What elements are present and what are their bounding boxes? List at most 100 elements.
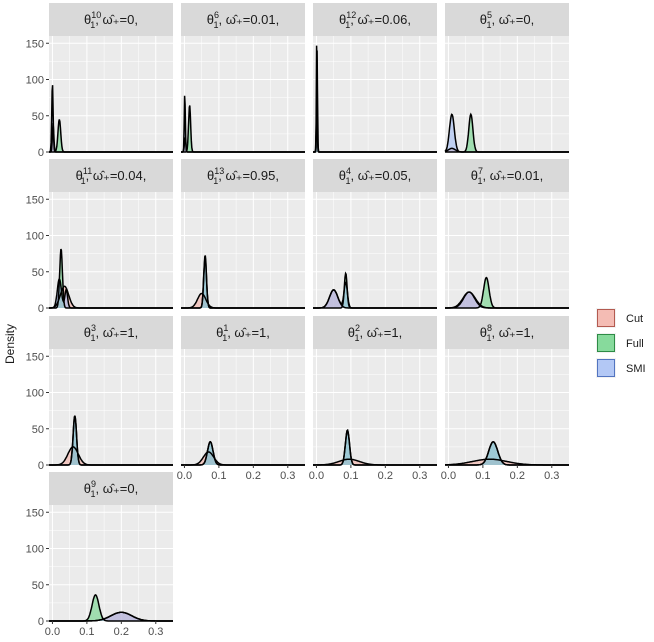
density-area-smi [181, 257, 305, 308]
facet-strip-label: θ10 1, ω̂₊=0, [84, 10, 138, 30]
facet-strip-label: θ1 1, ω̂₊=1, [216, 323, 270, 343]
panel-background [313, 349, 437, 465]
x-tick-label: 0.2 [246, 470, 261, 482]
facet-strip-label: θ7 1, ω̂₊=0.01, [471, 166, 544, 186]
facet-strip [181, 159, 305, 192]
legend-swatch-full [597, 334, 615, 352]
facet-strip [181, 316, 305, 349]
panel-background [445, 36, 569, 152]
facet-strip-label: θ8 1, ω̂₊=1, [480, 323, 534, 343]
panel-background [181, 349, 305, 465]
facet-strip [313, 3, 437, 36]
density-line-smi [445, 441, 569, 466]
gridlines [181, 36, 305, 153]
facet-strip [445, 159, 569, 192]
facet-panels: θ10 1, ω̂₊=0, 0 50 100 150 θ6 1, ω̂₊=0.01, θ12 1,… [26, 3, 569, 638]
y-tick-label: 50 [32, 580, 44, 592]
y-tick-label: 0 [38, 616, 44, 628]
density-line-smi [445, 291, 569, 309]
density-line-smi [181, 440, 305, 466]
legend-label-smi: SMI [626, 363, 646, 375]
legend: Cut Full SMI [596, 308, 646, 378]
y-tick-label: 0 [38, 303, 44, 315]
x-tick-label: 0.1 [211, 470, 226, 482]
density-line-smi [49, 415, 173, 466]
x-tick-label: 0.2 [378, 470, 393, 482]
x-tick-label: 0.2 [114, 626, 129, 638]
y-tick-label: 50 [32, 111, 44, 123]
facet-strip [313, 316, 437, 349]
panel-background [49, 349, 173, 465]
panel-background [445, 349, 569, 465]
density-line-smi [313, 429, 437, 466]
panel-background [313, 36, 437, 152]
density-area-smi [49, 279, 173, 308]
facet-strip [49, 159, 173, 192]
x-tick-label: 0.0 [45, 626, 60, 638]
gridlines [49, 505, 173, 622]
facet-strip-label: θ6 1, ω̂₊=0.01, [207, 10, 280, 30]
x-tick-label: 0.1 [79, 626, 94, 638]
y-tick-label: 100 [26, 388, 44, 400]
density-area-cut [49, 446, 173, 465]
y-tick-label: 100 [26, 231, 44, 243]
gridlines [313, 36, 437, 153]
facet-strip-label: θ9 1, ω̂₊=0, [84, 479, 138, 499]
y-tick-label: 150 [26, 507, 44, 519]
legend-swatch-cut [597, 309, 615, 327]
facet-strip [445, 316, 569, 349]
density-line-smi [49, 611, 173, 622]
density-line-smi [181, 95, 305, 153]
facet-panel: θ3 1, ω̂₊=1, 0 50 100 150 [26, 316, 173, 472]
x-tick-label: 0.1 [343, 470, 358, 482]
facet-strip-label: θ12 1, ω̂₊=0.06, [339, 10, 411, 30]
facet-panel: θ9 1, ω̂₊=0, 0 50 100 150 0.0 0.1 0.2 0.3 [26, 472, 173, 638]
density-line-smi [313, 45, 437, 153]
density-line-smi [49, 85, 173, 153]
x-tick-label: 0.0 [441, 470, 456, 482]
facet-panel: θ1 1, ω̂₊=1, 0.0 0.1 0.2 0.3 [177, 316, 305, 482]
facet-strip [445, 3, 569, 36]
gridlines [313, 192, 437, 309]
facet-strip [181, 3, 305, 36]
y-axis-title: Density [3, 324, 17, 364]
panel-background [445, 192, 569, 308]
panel-background [181, 192, 305, 308]
x-tick-label: 0.0 [309, 470, 324, 482]
x-tick-label: 0.3 [544, 470, 559, 482]
facet-strip-label: θ3 1, ω̂₊=1, [84, 323, 138, 343]
y-tick-label: 50 [32, 424, 44, 436]
x-tick-label: 0.1 [475, 470, 490, 482]
legend-swatch-smi [597, 359, 615, 377]
facet-strip [49, 316, 173, 349]
y-tick-label: 0 [38, 460, 44, 472]
gridlines [445, 192, 569, 309]
facet-panel: θ4 1, ω̂₊=0.05, [313, 159, 437, 309]
y-tick-label: 150 [26, 194, 44, 206]
density-area-smi [313, 282, 437, 308]
density-line-smi [49, 277, 173, 309]
x-tick-label: 0.3 [148, 626, 163, 638]
density-area-smi [49, 415, 173, 465]
legend-label-cut: Cut [626, 313, 643, 325]
facet-panel: θ5 1, ω̂₊=0, [444, 3, 569, 153]
density-area-smi [49, 612, 173, 621]
x-tick-label: 0.3 [280, 470, 295, 482]
facet-panel: θ10 1, ω̂₊=0, 0 50 100 150 [26, 3, 173, 159]
panel-background [181, 36, 305, 152]
density-line-smi [313, 281, 437, 309]
facet-strip-label: θ13 1, ω̂₊=0.95, [207, 166, 279, 186]
y-tick-label: 100 [26, 75, 44, 87]
facet-strip [49, 472, 173, 505]
facet-strip [313, 159, 437, 192]
facet-panel: θ8 1, ω̂₊=1, 0.0 0.1 0.2 0.3 [441, 316, 569, 482]
y-tick-label: 0 [38, 147, 44, 159]
x-tick-label: 0.3 [412, 470, 427, 482]
y-tick-label: 100 [26, 544, 44, 556]
facet-strip-label: θ5 1, ω̂₊=0, [480, 10, 534, 30]
gridlines [181, 349, 305, 466]
facet-panel: θ2 1, ω̂₊=1, 0.0 0.1 0.2 0.3 [309, 316, 437, 482]
x-tick-label: 0.0 [177, 470, 192, 482]
density-line-smi [444, 113, 569, 153]
